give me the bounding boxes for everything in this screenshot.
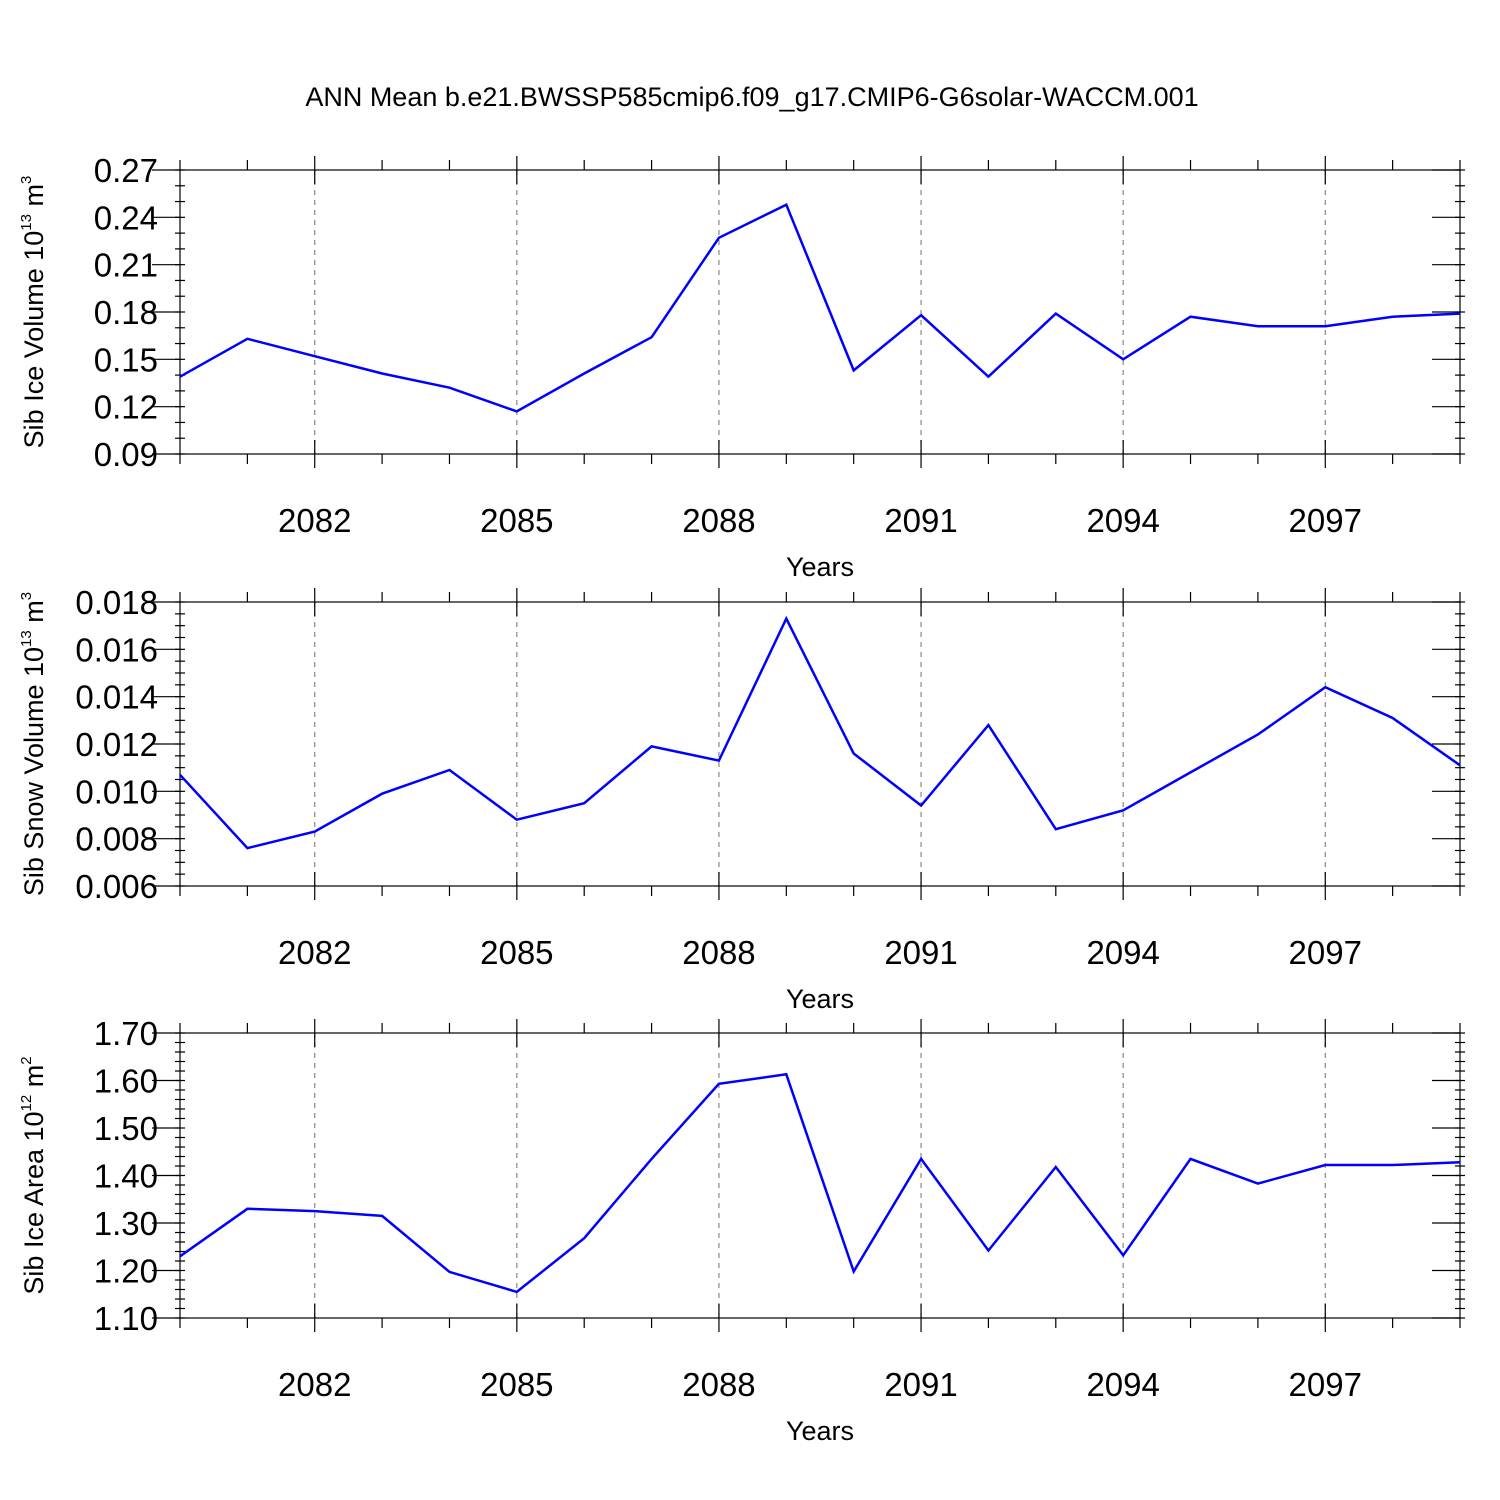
y-tick-label: 0.018 [75,584,158,621]
series-line [179,615,1461,850]
x-tick-label: 2097 [1289,1366,1362,1403]
y-tick-label: 0.008 [75,821,158,858]
y-axis-label: Sib Snow Volume 1013 m3 [18,592,49,896]
y-tick-label: 1.70 [94,1015,158,1052]
y-tick-label: 0.006 [75,868,158,905]
x-axis-label: Years [786,1416,854,1446]
y-tick-label: 0.18 [94,294,158,331]
x-tick-label: 2082 [278,934,351,971]
y-axis-label-main: Sib Ice Area 10 [19,1111,49,1294]
y-axis-label-unit-exponent: 2 [18,1056,35,1064]
y-tick-label: 0.21 [94,247,158,284]
y-tick-label: 0.012 [75,726,158,763]
x-tick-label: 2091 [884,934,957,971]
x-axis-label: Years [786,984,854,1014]
y-axis-label-unit-exponent: 3 [18,592,35,600]
y-axis-label-exponent: 12 [18,1095,35,1112]
y-tick-label: 1.30 [94,1205,158,1242]
x-tick-label: 2094 [1086,934,1159,971]
y-axis-label-exponent: 13 [18,214,35,231]
series-line [179,202,1461,413]
y-tick-label: 0.24 [94,199,158,236]
y-tick-label: 1.50 [94,1110,158,1147]
chart-panel-1: 2082 2085 2088 2091 2094 2097 0.09 0.12 0.15 0.18… [18,152,1465,582]
y-tick-label: 0.27 [94,152,158,189]
y-tick-label: 1.20 [94,1253,158,1290]
plot-frame [179,169,1461,455]
x-tick-label: 2082 [278,1366,351,1403]
y-tick-label: 0.014 [75,679,158,716]
y-tick-label: 0.15 [94,341,158,378]
y-tick-label: 0.016 [75,631,158,668]
y-tick-label: 1.60 [94,1063,158,1100]
x-tick-label: 2082 [278,502,351,539]
series-line [179,1072,1461,1294]
y-tick-label: 1.10 [94,1300,158,1337]
figure-title: ANN Mean b.e21.BWSSP585cmip6.f09_g17.CMI… [305,82,1198,112]
x-tick-label: 2085 [480,934,553,971]
y-axis-label-unit: m [19,600,49,630]
chart-panels: 2082 2085 2088 2091 2094 2097 0.09 0.12 0.15 0.18… [18,152,1465,1446]
x-tick-label: 2085 [480,1366,553,1403]
y-tick-label: 0.09 [94,436,158,473]
y-tick-label: 0.010 [75,773,158,810]
x-tick-label: 2091 [884,502,957,539]
y-axis-label-main: Sib Ice Volume 10 [19,231,49,449]
x-tick-label: 2088 [682,502,755,539]
y-axis-label-main: Sib Snow Volume 10 [19,647,49,896]
chart-panel-3: 2082 2085 2088 2091 2094 2097 1.10 1.20 1.30 1.40… [18,1015,1465,1446]
y-tick-label: 0.12 [94,389,158,426]
x-tick-label: 2094 [1086,1366,1159,1403]
plot-frame [179,601,1461,887]
x-tick-label: 2094 [1086,502,1159,539]
x-tick-label: 2088 [682,1366,755,1403]
chart-panel-2: 2082 2085 2088 2091 2094 2097 0.006 0.008 0.010 0… [18,584,1465,1014]
y-axis-label: Sib Ice Volume 1013 m3 [18,176,49,449]
y-axis-label-exponent: 13 [18,630,35,647]
y-axis-label-unit: m [19,1065,49,1095]
y-axis-label-unit: m [19,184,49,214]
x-tick-label: 2097 [1289,502,1362,539]
y-tick-label: 1.40 [94,1158,158,1195]
x-axis-label: Years [786,552,854,582]
y-axis-label-unit-exponent: 3 [18,176,35,184]
y-axis-label: Sib Ice Area 1012 m2 [18,1056,49,1294]
x-tick-label: 2091 [884,1366,957,1403]
x-tick-label: 2088 [682,934,755,971]
x-tick-label: 2097 [1289,934,1362,971]
x-tick-label: 2085 [480,502,553,539]
